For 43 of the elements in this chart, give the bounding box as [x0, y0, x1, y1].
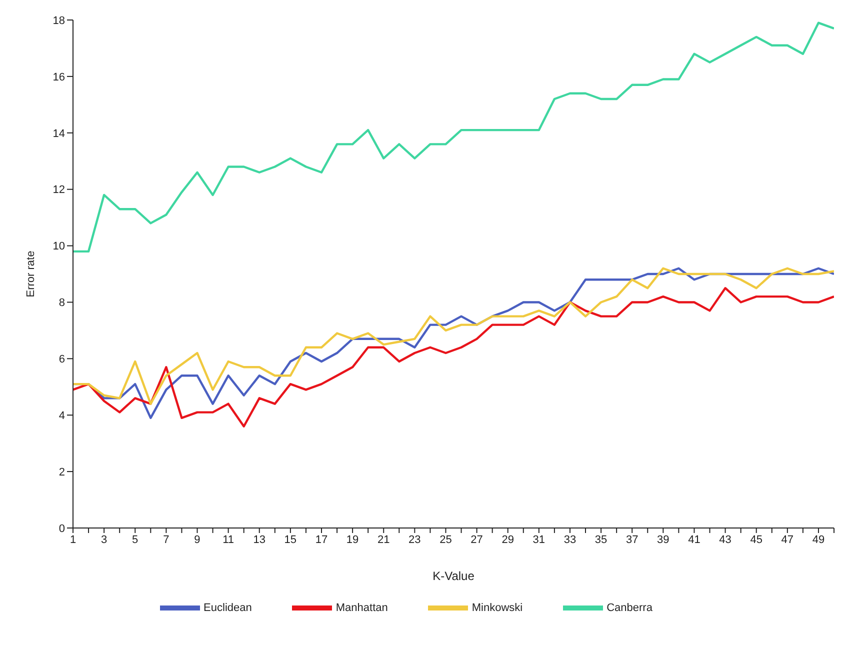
x-tick-label: 35: [594, 534, 608, 546]
x-tick-label: 39: [657, 534, 670, 546]
x-tick-label: 33: [564, 534, 576, 546]
y-tick-label: 16: [52, 71, 65, 84]
x-tick-label: 27: [470, 534, 483, 546]
y-axis-title: Error rate: [24, 250, 37, 298]
x-tick-label: 25: [440, 534, 452, 546]
y-tick-label: 10: [52, 240, 65, 253]
x-tick-label: 15: [284, 534, 297, 546]
y-tick-label: 6: [58, 354, 65, 366]
y-tick-label: 12: [52, 184, 65, 196]
y-tick-label: 2: [58, 466, 65, 478]
x-tick-label: 23: [408, 534, 421, 546]
y-tick-label: 18: [52, 14, 65, 27]
y-tick-label: 14: [52, 128, 65, 140]
x-tick-label: 3: [101, 534, 108, 546]
x-tick-label: 5: [132, 534, 138, 546]
legend-label: Manhattan: [336, 602, 388, 614]
legend-label: Euclidean: [204, 602, 252, 614]
x-tick-label: 17: [315, 534, 328, 546]
x-tick-label: 31: [532, 534, 546, 546]
x-tick-label: 41: [688, 534, 700, 546]
x-tick-label: 13: [253, 534, 266, 546]
y-tick-label: 8: [58, 297, 65, 310]
x-tick-label: 49: [812, 534, 825, 546]
x-tick-label: 47: [781, 534, 794, 546]
line-series: [73, 287, 834, 428]
x-tick-label: 45: [750, 534, 762, 546]
x-tick-label: 9: [194, 534, 200, 546]
line-series: [73, 22, 834, 253]
x-tick-label: 11: [222, 534, 234, 546]
x-tick-label: 7: [163, 534, 170, 546]
x-tick-label: 37: [626, 534, 638, 546]
legend-label: Minkowski: [472, 602, 523, 614]
x-axis-title: K-Value: [432, 569, 475, 583]
y-tick-label: 4: [58, 410, 65, 422]
legend-label: Canberra: [606, 602, 652, 614]
x-tick-label: 29: [502, 534, 514, 546]
x-tick-label: 19: [346, 534, 359, 546]
y-tick-label: 0: [58, 522, 65, 535]
x-tick-label: 21: [377, 534, 390, 546]
x-tick-label: 1: [70, 534, 76, 546]
x-tick-label: 43: [719, 534, 732, 546]
